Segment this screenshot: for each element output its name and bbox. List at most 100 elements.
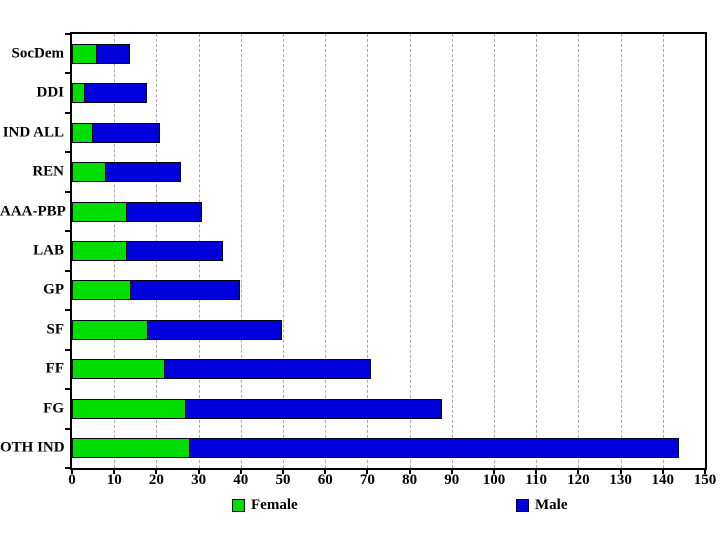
x-axis-tick-label: 100: [482, 472, 506, 488]
x-axis-tick-label: 150: [693, 472, 717, 488]
x-axis-tick: [366, 468, 369, 474]
bar-segment-female: [72, 398, 186, 419]
y-axis-tick: [65, 190, 70, 193]
bar-segment-female: [72, 359, 165, 380]
x-axis-tick-label: 40: [233, 472, 249, 488]
y-axis-tick: [65, 33, 70, 35]
y-axis-label: SF: [46, 321, 64, 338]
gridline: [367, 34, 369, 468]
x-axis-tick-label: 20: [148, 472, 164, 488]
bar-row: [72, 280, 240, 301]
y-axis-tick: [65, 151, 70, 154]
y-axis-label: OTH IND: [0, 439, 65, 456]
x-axis-tick-label: 50: [275, 472, 291, 488]
x-axis-tick: [661, 468, 664, 474]
y-axis-label: AAA-PBP: [0, 203, 66, 220]
x-axis-tick: [71, 468, 73, 474]
bar-segment-male: [189, 438, 679, 459]
x-axis-tick: [704, 468, 706, 474]
y-axis-tick: [65, 309, 70, 312]
bar-segment-female: [72, 319, 148, 340]
x-axis-tick-label: 70: [359, 472, 375, 488]
bar-segment-male: [92, 122, 160, 143]
x-axis-tick-label: 60: [317, 472, 333, 488]
y-axis-tick: [65, 467, 70, 469]
x-axis-tick-label: 80: [402, 472, 418, 488]
bar-row: [72, 359, 371, 380]
bar-segment-male: [104, 162, 181, 183]
x-axis-tick-label: 90: [444, 472, 460, 488]
y-axis-label: FF: [45, 360, 64, 377]
legend-item-male: Male: [516, 497, 567, 514]
x-axis-tick: [619, 468, 622, 474]
bar-segment-female: [72, 438, 191, 459]
bar-row: [72, 83, 147, 104]
x-axis-tick-label: 120: [567, 472, 590, 488]
x-axis-tick-label: 10: [106, 472, 122, 488]
x-axis-tick-label: 130: [609, 472, 632, 488]
bar-row: [72, 398, 443, 419]
y-axis-label: IND ALL: [2, 124, 64, 141]
legend-male-label: Male: [535, 497, 568, 513]
x-axis-tick: [493, 468, 495, 474]
legend-item-female: Female: [232, 497, 298, 514]
y-axis-tick: [65, 269, 70, 272]
gridline: [325, 34, 327, 468]
y-axis-label: REN: [32, 163, 64, 180]
y-axis-label: FG: [43, 400, 64, 417]
x-axis-tick: [155, 468, 158, 474]
x-axis-tick: [577, 468, 580, 474]
bar-segment-female: [72, 201, 127, 222]
x-axis-tick-label: 110: [525, 472, 548, 488]
legend-female-label: Female: [251, 497, 298, 513]
x-axis-tick: [535, 468, 538, 474]
y-axis-label: SocDem: [11, 45, 65, 62]
x-axis-tick: [324, 468, 327, 474]
legend-male-swatch-icon: [516, 499, 529, 512]
gridline: [578, 34, 580, 468]
bar-segment-male: [125, 201, 202, 222]
y-axis-tick: [65, 230, 70, 233]
x-axis-tick-label: 30: [191, 472, 207, 488]
bar-segment-male: [125, 241, 223, 261]
gridline: [240, 34, 242, 468]
bar-segment-male: [96, 43, 131, 64]
x-axis-tick: [113, 468, 116, 474]
plot-area: [70, 32, 707, 470]
bar-segment-female: [72, 162, 106, 183]
bar-row: [72, 162, 181, 183]
gridline: [536, 34, 538, 468]
x-axis-tick: [197, 468, 200, 474]
bar-row: [72, 201, 202, 222]
gridline: [620, 34, 622, 468]
bar-row: [72, 122, 160, 143]
y-axis-label: DDI: [36, 84, 64, 101]
bar-segment-male: [163, 359, 371, 380]
bar-segment-male: [83, 83, 147, 104]
bar-segment-male: [184, 398, 443, 419]
bar-segment-female: [72, 43, 98, 64]
gridline: [409, 34, 411, 468]
bar-segment-female: [72, 280, 132, 301]
x-axis-tick: [239, 468, 242, 474]
bar-row: [72, 241, 223, 261]
y-axis-tick: [65, 72, 70, 75]
y-axis-tick: [65, 388, 70, 391]
gridline: [494, 34, 495, 468]
x-axis-tick: [408, 468, 411, 474]
bar-segment-female: [72, 122, 94, 143]
legend-female-swatch-icon: [232, 499, 245, 512]
bar-row: [72, 438, 679, 459]
gridline: [451, 34, 453, 468]
y-axis-tick: [65, 427, 70, 430]
x-axis-tick: [450, 468, 453, 474]
gridline: [283, 34, 284, 468]
y-axis-tick: [65, 111, 70, 114]
bar-segment-female: [72, 241, 127, 261]
x-axis-tick: [282, 468, 284, 474]
gridline: [662, 34, 664, 468]
x-axis-tick-label: 0: [68, 472, 76, 488]
bar-row: [72, 43, 131, 64]
y-axis-label: LAB: [33, 242, 64, 259]
